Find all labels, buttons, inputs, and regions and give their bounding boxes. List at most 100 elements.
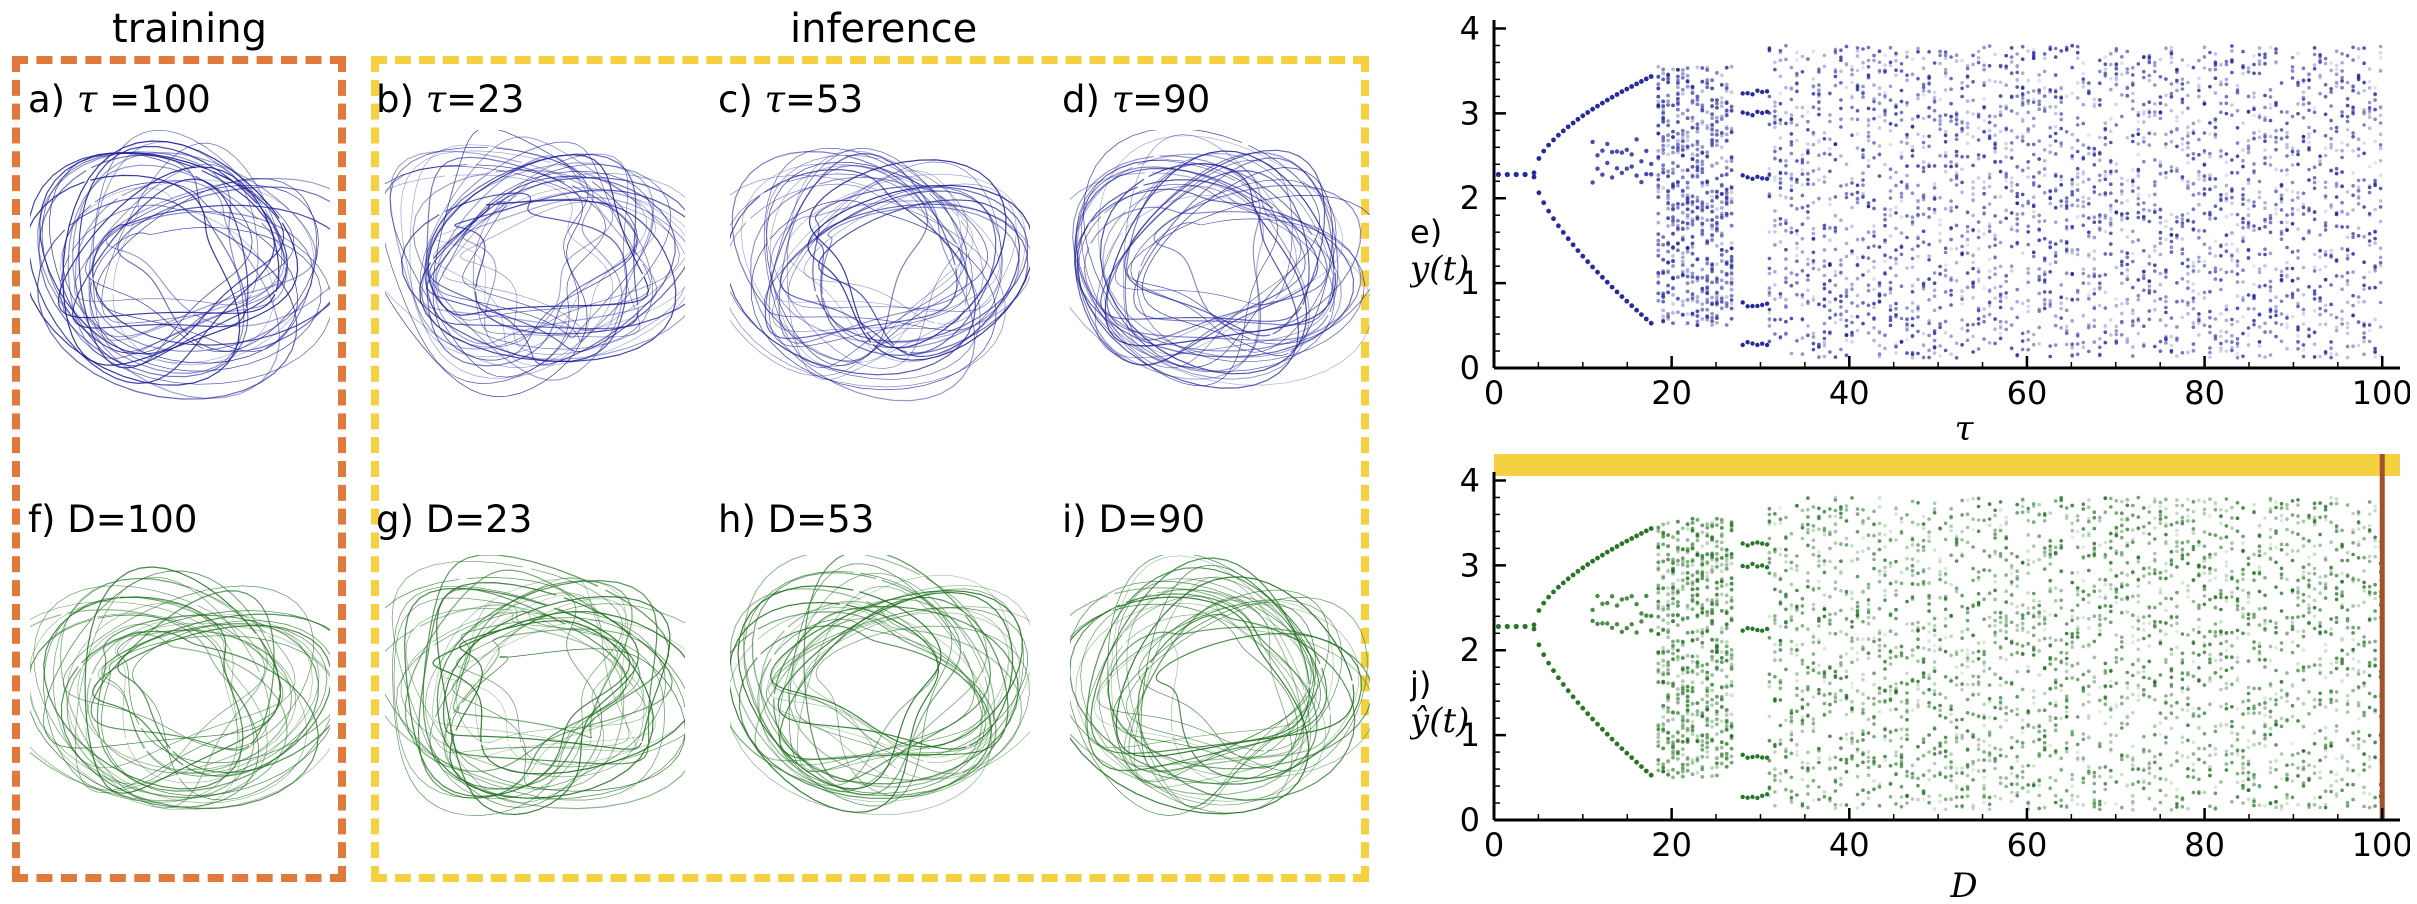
- bifurcation-point: [1724, 187, 1729, 192]
- bifurcation-point: [1729, 561, 1734, 566]
- bifurcation-point: [1760, 176, 1765, 181]
- bifurcation-point: [1789, 226, 1794, 230]
- bifurcation-point: [1828, 152, 1832, 157]
- bifurcation-point: [1715, 756, 1719, 761]
- bifurcation-point: [2312, 269, 2317, 273]
- bifurcation-point: [1866, 164, 1871, 168]
- bifurcation-point: [1710, 237, 1714, 242]
- bifurcation-point: [1724, 724, 1729, 729]
- bifurcation-point: [1666, 99, 1670, 104]
- bifurcation-point: [1850, 64, 1854, 69]
- bifurcation-point: [1656, 723, 1661, 727]
- bifurcation-point: [2114, 169, 2119, 174]
- bifurcation-point: [2345, 254, 2350, 258]
- bifurcation-point: [2224, 318, 2229, 323]
- bifurcation-point: [1710, 564, 1714, 569]
- bifurcation-point: [1700, 733, 1705, 738]
- bifurcation-point: [1755, 795, 1760, 801]
- bifurcation-point: [1710, 300, 1714, 305]
- bifurcation-point: [1729, 587, 1734, 592]
- bifurcation-point: [2241, 331, 2245, 336]
- bifurcation-point: [1938, 344, 1942, 348]
- bifurcation-point: [1661, 67, 1666, 72]
- bifurcation-point: [1861, 255, 1865, 260]
- bifurcation-point: [1899, 245, 1904, 249]
- bifurcation-point: [1695, 102, 1700, 107]
- bifurcation-point: [2213, 317, 2218, 321]
- bifurcation-point: [1661, 77, 1666, 82]
- bifurcation-point: [2219, 312, 2223, 316]
- bifurcation-point: [1705, 750, 1710, 754]
- bifurcation-point: [1676, 739, 1680, 743]
- bifurcation-point: [2246, 181, 2251, 186]
- bifurcation-point: [1685, 202, 1690, 206]
- bifurcation-point: [1595, 621, 1600, 626]
- bifurcation-point: [1987, 269, 1992, 273]
- bifurcation-point: [1551, 216, 1556, 222]
- bifurcation-point: [1839, 80, 1843, 85]
- bifurcation-point: [2026, 175, 2030, 179]
- bifurcation-point: [1656, 758, 1661, 762]
- bifurcation-point: [1724, 600, 1729, 605]
- bifurcation-point: [1773, 243, 1777, 247]
- bifurcation-point: [1894, 315, 1898, 319]
- bifurcation-point: [1916, 183, 1920, 188]
- bifurcation-point: [1666, 521, 1670, 525]
- trajectory-line: [30, 152, 276, 385]
- bifurcation-point: [1715, 638, 1719, 642]
- bifurcation-point: [2268, 279, 2273, 284]
- trajectory-line: [97, 624, 320, 775]
- bifurcation-point: [1710, 570, 1714, 575]
- bifurcation-point: [2235, 351, 2240, 356]
- bifurcation-point: [2158, 271, 2163, 276]
- bifurcation-point: [1710, 227, 1714, 231]
- bifurcation-point: [2367, 126, 2372, 130]
- bifurcation-point: [2042, 159, 2047, 163]
- bifurcation-point: [1729, 155, 1734, 160]
- bifurcation-point: [2131, 179, 2135, 184]
- bifurcation-point: [2296, 249, 2300, 253]
- bifurcation-point: [1927, 105, 1931, 110]
- bifurcation-point: [2131, 99, 2135, 103]
- bifurcation-point: [1850, 314, 1854, 319]
- bifurcation-point: [2235, 154, 2240, 158]
- bifurcation-point: [2037, 78, 2041, 83]
- bifurcation-point: [2059, 283, 2063, 287]
- bifurcation-point: [2290, 295, 2295, 300]
- bifurcation-point: [1982, 118, 1986, 123]
- bifurcation-point: [1690, 638, 1695, 643]
- trajectory-line: [85, 622, 330, 810]
- bifurcation-point: [1719, 206, 1724, 210]
- bifurcation-point: [1965, 224, 1970, 229]
- bifurcation-point: [1784, 257, 1788, 261]
- bifurcation-point: [2147, 131, 2152, 136]
- bifurcation-point: [2373, 86, 2377, 90]
- bifurcation-point: [1639, 159, 1644, 164]
- bifurcation-point: [1695, 161, 1700, 166]
- bifurcation-point: [1639, 764, 1644, 769]
- bifurcation-point: [1666, 709, 1670, 714]
- bifurcation-point: [2197, 170, 2201, 174]
- bifurcation-point: [1705, 81, 1710, 86]
- bifurcation-point: [1971, 199, 1975, 203]
- bifurcation-point: [2323, 322, 2328, 327]
- bifurcation-point: [1822, 226, 1827, 231]
- bifurcation-point: [2026, 199, 2030, 204]
- bifurcation-point: [2009, 180, 2014, 185]
- bifurcation-point: [1661, 672, 1666, 677]
- bifurcation-point: [2263, 217, 2267, 222]
- bifurcation-point: [1661, 163, 1666, 168]
- bifurcation-point: [1676, 67, 1680, 72]
- bifurcation-point: [1661, 167, 1666, 172]
- bifurcation-point: [2092, 146, 2097, 151]
- attractor-plot-f: [30, 566, 330, 810]
- bifurcation-point: [1767, 636, 1772, 640]
- bifurcation-point: [1767, 614, 1772, 619]
- bifurcation-point: [1778, 336, 1783, 341]
- bifurcation-point: [1680, 148, 1685, 152]
- bifurcation-point: [1905, 132, 1909, 137]
- bifurcation-point: [1656, 732, 1661, 736]
- bifurcation-point: [2202, 162, 2207, 166]
- bifurcation-point: [1965, 323, 1970, 327]
- bifurcation-point: [1536, 642, 1542, 648]
